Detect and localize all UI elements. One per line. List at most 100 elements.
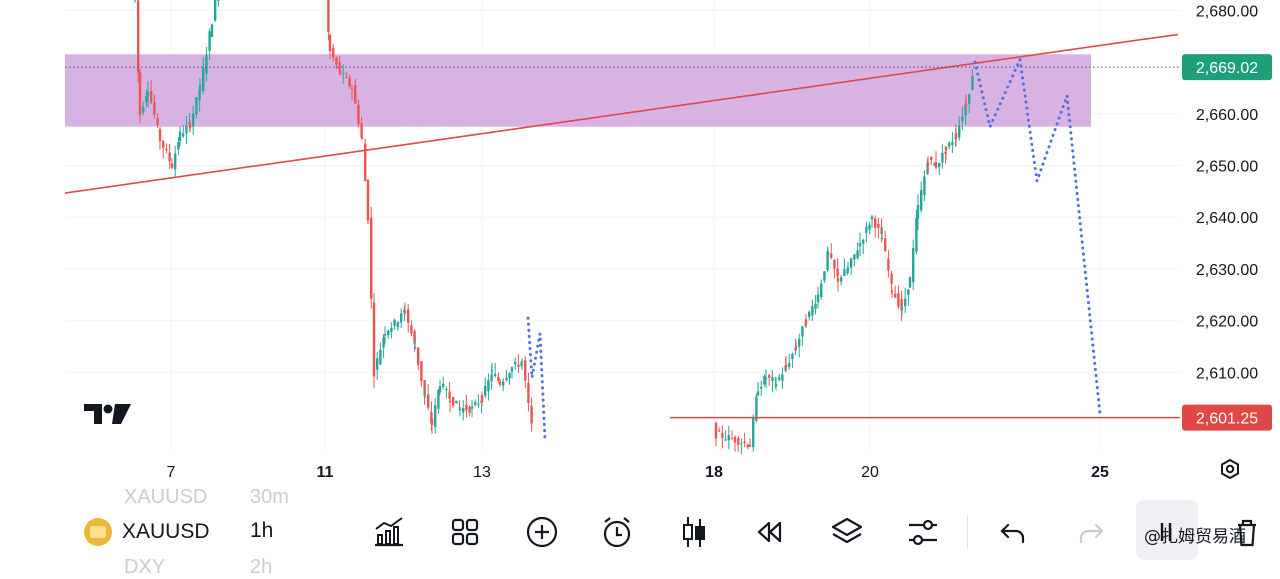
candle-body [923, 176, 925, 194]
x-axis-label: 25 [1091, 464, 1109, 481]
candle-body [335, 58, 337, 65]
candle-body [477, 404, 479, 405]
candle-body [965, 105, 967, 107]
y-axis-label: 2,669.02 [1196, 60, 1258, 77]
candle-body [740, 443, 742, 444]
redo-icon[interactable] [1074, 513, 1108, 551]
resistance-zone [65, 54, 1091, 126]
candle-body [449, 401, 451, 403]
candle-body [329, 35, 331, 51]
candle-body [805, 319, 807, 324]
candle-body [370, 218, 372, 299]
x-axis-label: 11 [317, 464, 334, 481]
candle-body [142, 107, 144, 113]
candle-body [737, 438, 739, 445]
candle-body [390, 328, 392, 332]
y-axis-label: 2,650.00 [1196, 159, 1258, 176]
candle-body [517, 364, 519, 366]
candle-body [768, 375, 770, 378]
candle-body [731, 438, 733, 439]
gold-coin-icon [84, 518, 112, 546]
candle-body [874, 218, 876, 227]
candle-body [417, 347, 419, 364]
candle-body [410, 325, 412, 333]
candle-body [907, 289, 909, 295]
candle-body [827, 252, 829, 256]
layout-grid-icon[interactable] [448, 513, 482, 551]
candle-body [840, 277, 842, 281]
candle-body [437, 390, 439, 409]
symbol-selector[interactable]: XAUUSD [84, 516, 210, 548]
price-chart[interactable]: 2,680.002,669.022,660.002,650.002,640.00… [0, 0, 1280, 492]
y-axis-label: 2,680.00 [1196, 3, 1258, 20]
candle-body [941, 153, 943, 162]
candle-body [205, 55, 207, 74]
candle-body [424, 397, 426, 398]
undo-icon[interactable] [996, 513, 1030, 551]
candle-body [817, 294, 819, 302]
settings-icon[interactable] [1222, 460, 1238, 478]
candle-body [856, 250, 858, 258]
indicators-icon[interactable] [372, 513, 406, 551]
candle-body [376, 358, 378, 369]
candle-body [442, 384, 444, 387]
candle-body [945, 147, 947, 151]
candle-body [474, 402, 476, 405]
candle-body [439, 386, 441, 392]
candle-body [734, 437, 736, 443]
candle-body [214, 0, 216, 20]
candle-body [968, 95, 970, 104]
candle-body [199, 85, 201, 90]
tradingview-logo [84, 404, 131, 424]
candle-body [484, 386, 486, 396]
candle-body [847, 268, 849, 270]
candle-body [445, 389, 447, 390]
candle-body [890, 274, 892, 284]
add-icon[interactable] [525, 513, 559, 551]
replay-icon[interactable] [752, 513, 786, 551]
candle-body [502, 381, 504, 385]
candle-body [494, 374, 496, 376]
candle-body [521, 361, 523, 362]
candle-body [404, 312, 406, 313]
candle-body [431, 419, 433, 425]
candle-body [367, 180, 369, 221]
candle-body [833, 260, 835, 269]
candle-body [471, 406, 473, 408]
candle-body [763, 376, 765, 384]
timeframe-selector[interactable]: 1h [250, 519, 273, 543]
candle-body [715, 423, 717, 439]
candle-body [192, 113, 194, 126]
candle-body [843, 269, 845, 276]
candle-body [137, 0, 139, 72]
candle-body [497, 377, 499, 381]
candle-body [211, 25, 213, 37]
candle-body [927, 163, 929, 165]
candle-body [499, 382, 501, 385]
candle-body [958, 126, 960, 138]
settings-sliders-icon[interactable] [906, 513, 940, 551]
layers-icon[interactable] [830, 513, 864, 551]
candle-body [951, 142, 953, 145]
candle-body [189, 124, 191, 128]
candle-body [524, 360, 526, 380]
candle-body [147, 92, 149, 96]
y-axis-label: 2,610.00 [1196, 365, 1258, 382]
candle-body [955, 133, 957, 138]
candle-body [420, 361, 422, 381]
candle-body [150, 91, 152, 102]
ghost-timeframe-top: 30m [250, 486, 289, 509]
alarm-clock-icon[interactable] [600, 513, 634, 551]
candle-body [361, 137, 363, 138]
candle-body [139, 72, 141, 114]
candle-body [760, 387, 762, 389]
candle-body [721, 433, 723, 438]
candle-body [202, 68, 204, 91]
candle-body [881, 238, 883, 239]
candle-body [961, 117, 963, 121]
candle-body [728, 435, 730, 440]
candle-body [865, 227, 867, 233]
candlestick-type-icon[interactable] [677, 513, 711, 551]
candle-body [724, 439, 726, 440]
x-axis-label: 13 [473, 464, 491, 481]
